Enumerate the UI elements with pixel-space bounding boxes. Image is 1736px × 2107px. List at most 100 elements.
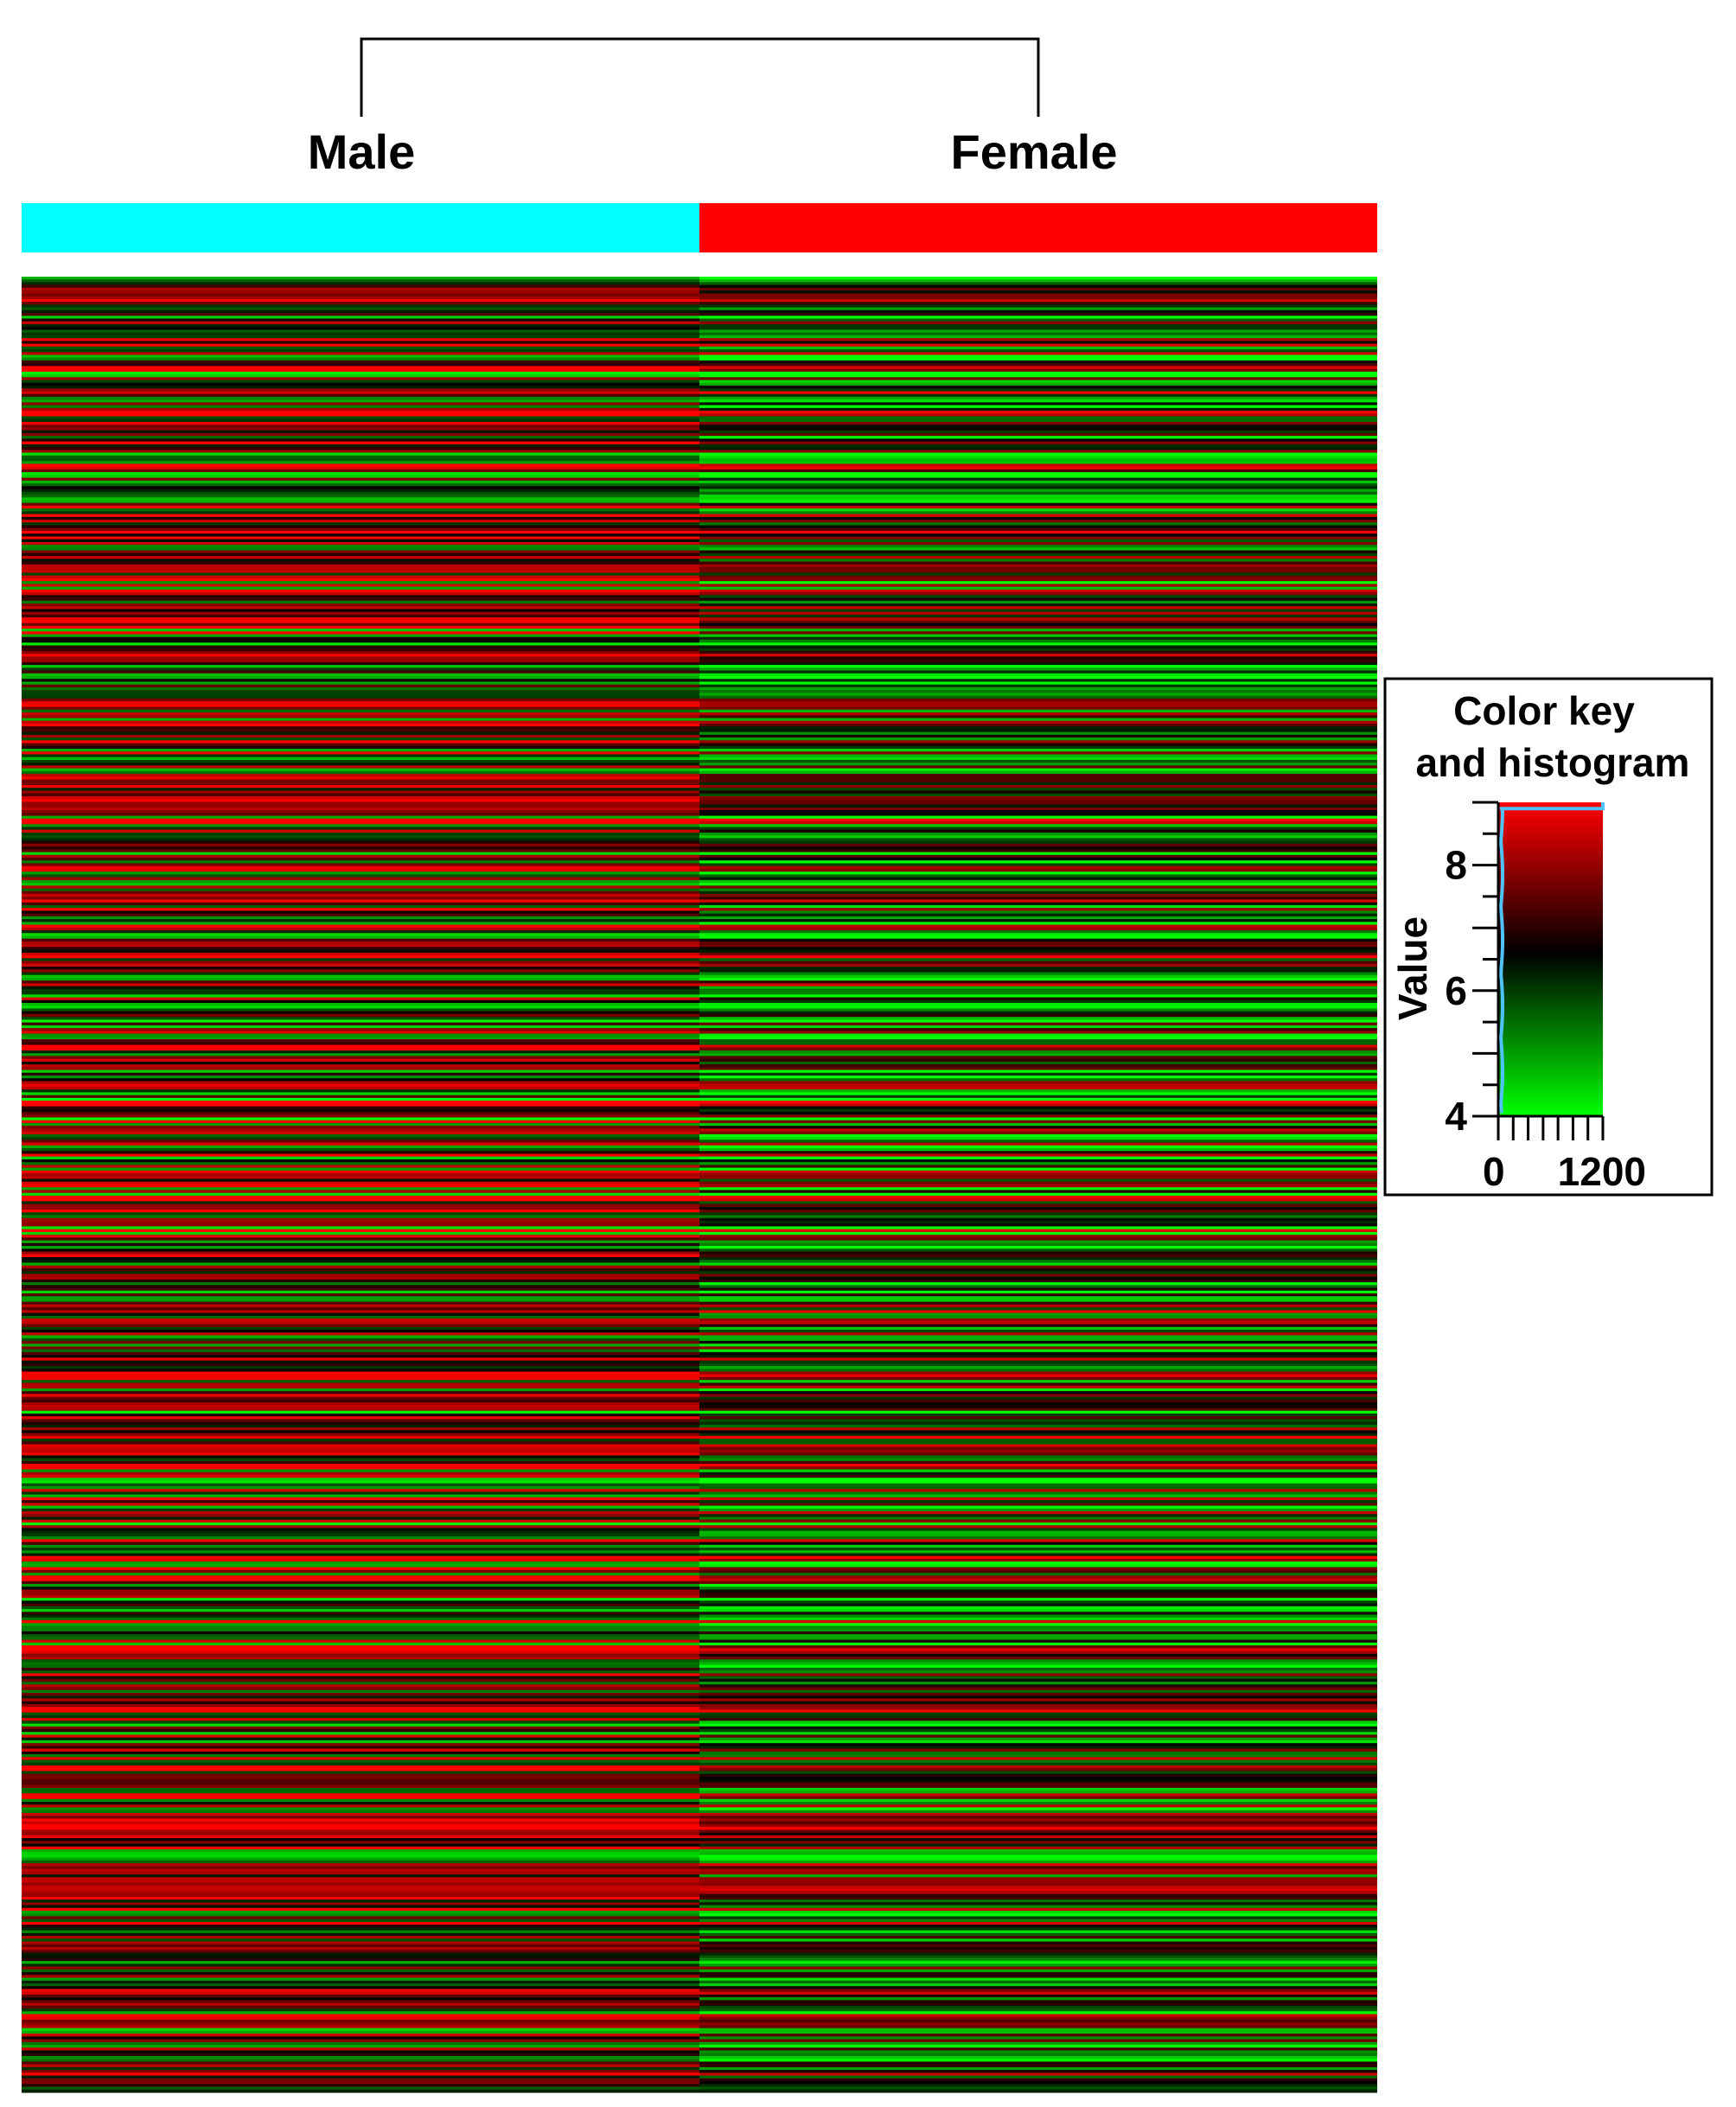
heatmap-cell-female bbox=[699, 1659, 1377, 1663]
heatmap-cell-female bbox=[699, 879, 1377, 884]
heatmap-cell-female bbox=[699, 592, 1377, 596]
heatmap-cell-male bbox=[22, 1413, 699, 1417]
heatmap-cell-female bbox=[699, 1360, 1377, 1364]
heatmap-cell-female bbox=[699, 1315, 1377, 1319]
heatmap-cell-male bbox=[22, 1274, 699, 1278]
heatmap-cell-female bbox=[699, 2061, 1377, 2065]
heatmap-cell-female bbox=[699, 804, 1377, 808]
heatmap-cell-male bbox=[22, 1235, 699, 1238]
heatmap-cell-female bbox=[699, 332, 1377, 336]
heatmap-cell-male bbox=[22, 1882, 699, 1887]
heatmap-cell-male bbox=[22, 897, 699, 901]
heatmap-cell-female bbox=[699, 1765, 1377, 1769]
heatmap-cell-female bbox=[699, 500, 1377, 504]
heatmap-cell-female bbox=[699, 636, 1377, 641]
heatmap-cell-male bbox=[22, 1625, 699, 1630]
heatmap-cell-female bbox=[699, 1639, 1377, 1644]
heatmap-cell-male bbox=[22, 1936, 699, 1939]
heatmap-cell-male bbox=[22, 1555, 699, 1560]
heatmap-cell-male bbox=[22, 520, 699, 523]
heatmap-cell-female bbox=[699, 1612, 1377, 1616]
heatmap-cell-male bbox=[22, 1798, 699, 1803]
heatmap-cell-male bbox=[22, 751, 699, 756]
heatmap-cell-female bbox=[699, 1687, 1377, 1691]
heatmap-cell-male bbox=[22, 277, 699, 280]
heatmap-cell-male bbox=[22, 1388, 699, 1392]
heatmap-cell-male bbox=[22, 386, 699, 389]
heatmap-cell-male bbox=[22, 1754, 699, 1758]
heatmap-cell-female bbox=[699, 1475, 1377, 1478]
heatmap-cell-female bbox=[699, 552, 1377, 557]
heatmap-cell-female bbox=[699, 380, 1377, 384]
heatmap-cell-female bbox=[699, 1754, 1377, 1758]
heatmap-cell-female bbox=[699, 564, 1377, 568]
heatmap-cell-male bbox=[22, 1351, 699, 1356]
heatmap-cell-female bbox=[699, 508, 1377, 512]
heatmap-cell-male bbox=[22, 1975, 699, 1979]
heatmap-cell-female bbox=[699, 1262, 1377, 1267]
heatmap-cell-male bbox=[22, 617, 699, 621]
heatmap-cell-female bbox=[699, 1312, 1377, 1317]
heatmap-cell-female bbox=[699, 1246, 1377, 1249]
heatmap-cell-female bbox=[699, 1330, 1377, 1333]
heatmap-cell-female bbox=[699, 858, 1377, 861]
heatmap-cell-female bbox=[699, 1721, 1377, 1725]
heatmap-cell-female bbox=[699, 1650, 1377, 1655]
heatmap-cell-female bbox=[699, 1028, 1377, 1031]
heatmap-cell-female bbox=[699, 1464, 1377, 1467]
heatmap-cell-female bbox=[699, 865, 1377, 870]
heatmap-cell-female bbox=[699, 1206, 1377, 1210]
heatmap-cell-female bbox=[699, 611, 1377, 616]
heatmap-cell-male bbox=[22, 310, 699, 314]
heatmap-cell-male bbox=[22, 1899, 699, 1903]
heatmap-cell-male bbox=[22, 1396, 699, 1401]
heatmap-cell-male bbox=[22, 1816, 699, 1819]
heatmap-cell-female bbox=[699, 1807, 1377, 1811]
heatmap-cell-male bbox=[22, 1793, 699, 1797]
heatmap-cell-female bbox=[699, 561, 1377, 565]
heatmap-cell-female bbox=[699, 1017, 1377, 1020]
heatmap-cell-male bbox=[22, 1768, 699, 1772]
heatmap-cell-female bbox=[699, 1963, 1377, 1968]
heatmap-cell-female bbox=[699, 1791, 1377, 1794]
heatmap-cell-male bbox=[22, 1963, 699, 1968]
heatmap-cell-female bbox=[699, 463, 1377, 468]
heatmap-cell-female bbox=[699, 1678, 1377, 1682]
heatmap-cell-female bbox=[699, 659, 1377, 663]
heatmap-cell-female bbox=[699, 2000, 1377, 2004]
heatmap-cell-male bbox=[22, 436, 699, 439]
heatmap-cell-female bbox=[699, 2030, 1377, 2034]
heatmap-cell-male bbox=[22, 804, 699, 808]
heatmap-cell-male bbox=[22, 1667, 699, 1671]
heatmap-cell-female bbox=[699, 1022, 1377, 1026]
heatmap-cell-male bbox=[22, 1435, 699, 1440]
heatmap-cell-male bbox=[22, 879, 699, 884]
heatmap-cell-male bbox=[22, 1133, 699, 1138]
heatmap-cell-male bbox=[22, 1678, 699, 1682]
heatmap-cell-male bbox=[22, 1740, 699, 1744]
heatmap-cell-female bbox=[699, 480, 1377, 484]
color-key-y-tick-label: 6 bbox=[1445, 968, 1467, 1013]
heatmap-cell-male bbox=[22, 1344, 699, 1347]
heatmap-cell-male bbox=[22, 1657, 699, 1660]
heatmap-cell-female bbox=[699, 1667, 1377, 1671]
heatmap-cell-female bbox=[699, 304, 1377, 309]
heatmap-cell-female bbox=[699, 1248, 1377, 1253]
heatmap-cell-male bbox=[22, 1475, 699, 1478]
heatmap-cell-female bbox=[699, 323, 1377, 328]
heatmap-cell-female bbox=[699, 1866, 1377, 1870]
heatmap-cell-male bbox=[22, 863, 699, 867]
heatmap-cell-male bbox=[22, 497, 699, 501]
heatmap-cell-female bbox=[699, 715, 1377, 719]
heatmap-cell-female bbox=[699, 425, 1377, 429]
heatmap-cell-female bbox=[699, 1466, 1377, 1471]
heatmap-cell-female bbox=[699, 1326, 1377, 1331]
heatmap-cell-male bbox=[22, 1687, 699, 1691]
heatmap-cell-female bbox=[699, 650, 1377, 654]
heatmap-cell-female bbox=[699, 1986, 1377, 1990]
heatmap-cell-female bbox=[699, 919, 1377, 923]
heatmap-cell-male bbox=[22, 1907, 699, 1912]
heatmap-cell-female bbox=[699, 1664, 1377, 1669]
heatmap-cell-female bbox=[699, 1108, 1377, 1113]
heatmap-cell-female bbox=[699, 531, 1377, 534]
